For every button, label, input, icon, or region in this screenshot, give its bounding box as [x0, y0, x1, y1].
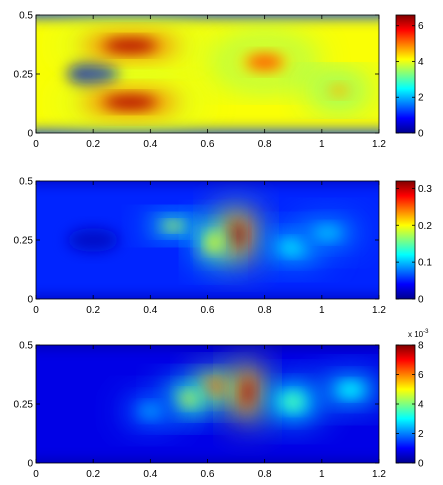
x-tick-label: 0.8 — [258, 305, 272, 316]
colorbar-tick-label: 0 — [418, 459, 424, 470]
band-2 — [57, 27, 204, 64]
feature-core — [337, 383, 363, 397]
colorbar-tick-label: 2 — [418, 93, 424, 104]
x-tick-label: 0.2 — [86, 139, 100, 150]
blob-3 — [196, 221, 231, 264]
x-tick-label: 0.2 — [86, 305, 100, 316]
x-tick-label: 1.2 — [372, 139, 386, 150]
colorbar-gradient — [396, 345, 415, 463]
feature-core — [282, 393, 305, 410]
feature-core — [178, 392, 197, 406]
colorbar-tick-label: 2 — [418, 429, 424, 440]
x-tick-label: 1 — [319, 305, 325, 316]
blob-6 — [120, 393, 181, 429]
y-tick-label: 0 — [27, 129, 33, 140]
heatmap-field — [36, 15, 379, 133]
colorbar-frame — [395, 14, 416, 134]
heatmap-panel-3: 0 0.2 0.4 0.6 0.8 1 1.2 0 0.25 0.5 0 2 4 6 8 x 10-3 — [14, 329, 430, 480]
x-tick-label: 0.4 — [143, 469, 157, 480]
colorbar-tick-label: 0 — [418, 295, 424, 306]
x-tick-label: 0.4 — [143, 139, 157, 150]
blob-5 — [316, 372, 379, 408]
colorbar-3: 0 2 4 6 8 x 10-3 — [395, 329, 429, 470]
y-tick-label: 0 — [27, 295, 33, 306]
x-tick-label: 1.2 — [372, 469, 386, 480]
feature-core — [103, 39, 158, 53]
y-tick-label: 0.5 — [19, 341, 33, 352]
blob-1 — [230, 360, 265, 425]
colorbar-tick-label: 6 — [418, 21, 424, 32]
x-tick-label: 0.2 — [86, 469, 100, 480]
feature-core — [313, 226, 342, 240]
colorbar-2: 0 0.1 0.2 0.3 — [395, 180, 432, 306]
x-tick-label: 1 — [319, 139, 325, 150]
x-tick-label: 0.4 — [143, 305, 157, 316]
blob-4 — [213, 40, 317, 84]
feature-core — [241, 380, 254, 404]
y-tick-label: 0.25 — [14, 70, 34, 81]
feature-core — [327, 85, 350, 96]
colorbar-tick-label: 8 — [418, 341, 424, 352]
heatmap-field — [36, 181, 379, 299]
x-tick-label: 0.8 — [258, 139, 272, 150]
x-tick-label: 0 — [33, 305, 39, 316]
feature-core — [228, 224, 244, 246]
y-tick-label: 0.25 — [14, 236, 34, 247]
x-tick-label: 1.2 — [372, 305, 386, 316]
colorbar-frame — [395, 180, 416, 300]
blob-4 — [263, 380, 324, 423]
colorbar-tick-label: 0 — [418, 129, 424, 140]
y-tick-label: 0.25 — [14, 400, 34, 411]
x-tick-label: 1 — [319, 469, 325, 480]
colorbar-tick-label: 0.2 — [418, 221, 432, 232]
colorbar-exponent-power: -3 — [423, 329, 429, 335]
x-tick-label: 0.6 — [201, 139, 215, 150]
x-tick-label: 0 — [33, 139, 39, 150]
y-tick-label: 0 — [27, 459, 33, 470]
heatmap-panel-1: 0 0.2 0.4 0.6 0.8 1 1.2 0 0.25 0.5 0 2 4 6 — [14, 11, 424, 151]
x-tick-label: 0.8 — [258, 469, 272, 480]
feature-core — [163, 221, 183, 230]
y-tick-label: 0.5 — [19, 11, 33, 22]
colorbar-gradient — [396, 181, 415, 299]
heatmap-panel-2: 0 0.2 0.4 0.6 0.8 1 1.2 0 0.25 0.5 0 0.1 0.2 0.3 — [14, 177, 433, 317]
feature-core — [139, 404, 162, 418]
feature-core — [103, 95, 158, 109]
colorbar-tick-label: 0.3 — [418, 184, 432, 195]
obstacle-wake — [67, 228, 119, 252]
colorbar-tick-label: 4 — [418, 400, 424, 411]
feature-core — [206, 234, 220, 251]
colorbar-tick-label: 6 — [418, 370, 424, 381]
colorbar-exponent: x 10-3 — [408, 329, 429, 339]
colorbar-1: 0 2 4 6 — [395, 14, 424, 140]
x-tick-label: 0.6 — [201, 469, 215, 480]
blob-6 — [288, 215, 367, 251]
blob-4 — [147, 215, 199, 237]
feature-core — [245, 54, 284, 70]
x-tick-label: 0 — [33, 469, 39, 480]
colorbar-gradient — [396, 15, 415, 133]
heatmap-field — [36, 345, 379, 463]
colorbar-tick-label: 0.1 — [418, 258, 432, 269]
band-3 — [57, 84, 204, 121]
obstacle-wake — [67, 62, 119, 86]
colorbar-tick-label: 4 — [418, 57, 424, 68]
y-tick-label: 0.5 — [19, 177, 33, 188]
blob-5 — [308, 76, 369, 105]
x-tick-label: 0.6 — [201, 305, 215, 316]
